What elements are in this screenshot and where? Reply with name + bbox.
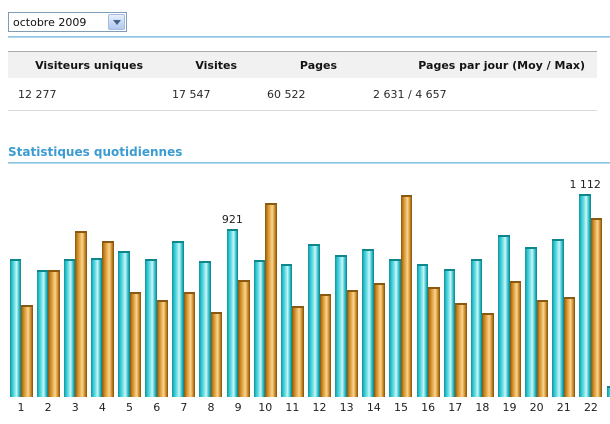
bar-cyan-day-1 bbox=[9, 258, 21, 397]
bar-orange-day-18 bbox=[482, 313, 494, 397]
x-tick-label-6: 6 bbox=[153, 401, 161, 414]
bar-orange-day-17 bbox=[455, 303, 467, 397]
x-tick-label-8: 8 bbox=[207, 401, 215, 414]
bar-cyan-day-17 bbox=[443, 268, 456, 397]
bar-cyan-day-19 bbox=[498, 234, 510, 397]
x-tick-label-14: 14 bbox=[366, 401, 381, 414]
bar-orange-day-15 bbox=[400, 194, 413, 397]
bar-value-label-day-9: 921 bbox=[221, 213, 243, 227]
bar-cyan-day-4 bbox=[90, 257, 103, 397]
chevron-down-icon[interactable] bbox=[108, 14, 125, 30]
bar-cyan-day-10 bbox=[253, 260, 266, 397]
bar-orange-day-4 bbox=[102, 241, 114, 397]
col-header-visiteurs-uniques: Visiteurs uniques bbox=[35, 58, 143, 72]
bar-cyan-day-22 bbox=[579, 194, 591, 397]
x-tick-label-7: 7 bbox=[180, 401, 188, 414]
section-divider bbox=[8, 162, 610, 164]
bar-orange-day-16 bbox=[428, 286, 440, 397]
month-select-value: octobre 2009 bbox=[13, 15, 87, 29]
value-visiteurs-uniques: 12 277 bbox=[18, 87, 57, 101]
x-tick-label-1: 1 bbox=[17, 401, 25, 414]
x-tick-label-20: 20 bbox=[529, 401, 544, 414]
bar-cyan-day-15 bbox=[389, 258, 401, 397]
section-title: Statistiques quotidiennes bbox=[8, 145, 183, 159]
summary-header-row: Visiteurs uniques Visites Pages Pages pa… bbox=[8, 51, 597, 78]
x-tick-label-10: 10 bbox=[258, 401, 273, 414]
bar-orange-day-3 bbox=[75, 231, 87, 397]
x-tick-label-11: 11 bbox=[285, 401, 300, 414]
bar-cyan-day-13 bbox=[335, 254, 347, 397]
x-tick-label-17: 17 bbox=[448, 401, 463, 414]
bar-orange-day-9 bbox=[238, 280, 250, 397]
bar-orange-day-19 bbox=[509, 281, 522, 397]
bar-cyan-day-12 bbox=[308, 244, 320, 397]
x-tick-label-5: 5 bbox=[126, 401, 134, 414]
bar-orange-day-20 bbox=[536, 299, 549, 397]
bar-cyan-day-6 bbox=[145, 259, 157, 397]
partial-bar-day-23 bbox=[606, 386, 610, 397]
bar-cyan-day-3 bbox=[63, 258, 76, 397]
bar-cyan-day-11 bbox=[280, 264, 293, 397]
bar-cyan-day-7 bbox=[172, 241, 184, 397]
top-divider bbox=[8, 36, 610, 38]
bar-cyan-day-14 bbox=[362, 248, 374, 397]
bar-orange-day-7 bbox=[183, 292, 196, 397]
month-select[interactable]: octobre 2009 bbox=[8, 12, 127, 32]
col-header-visites: Visites bbox=[195, 58, 237, 72]
x-tick-label-12: 12 bbox=[312, 401, 327, 414]
bar-cyan-day-2 bbox=[36, 269, 49, 397]
bar-orange-day-8 bbox=[210, 312, 223, 397]
x-tick-label-4: 4 bbox=[98, 401, 106, 414]
bar-orange-day-6 bbox=[156, 299, 169, 397]
x-tick-label-3: 3 bbox=[71, 401, 79, 414]
x-tick-label-9: 9 bbox=[234, 401, 242, 414]
bar-orange-day-5 bbox=[129, 292, 142, 397]
value-pages: 60 522 bbox=[267, 87, 306, 101]
value-visites: 17 547 bbox=[172, 87, 211, 101]
x-tick-label-16: 16 bbox=[421, 401, 436, 414]
bar-orange-day-21 bbox=[563, 296, 576, 397]
bar-cyan-day-5 bbox=[118, 251, 130, 397]
col-header-pages-par-jour: Pages par jour (Moy / Max) bbox=[418, 58, 585, 72]
x-tick-label-15: 15 bbox=[393, 401, 408, 414]
bar-orange-day-1 bbox=[21, 305, 33, 397]
bar-cyan-day-18 bbox=[470, 259, 483, 397]
bar-orange-day-10 bbox=[265, 203, 277, 397]
daily-stats-chart: 1 2 3 4 5 6 7 8 9 10 11 12 13 14 15 16 17 18 19 20 21 22 921 1 … bbox=[0, 164, 610, 416]
summary-value-row: 12 277 17 547 60 522 2 631 / 4 657 bbox=[8, 78, 597, 111]
bar-orange-day-12 bbox=[319, 294, 332, 397]
bar-cyan-day-21 bbox=[552, 239, 564, 397]
x-tick-label-19: 19 bbox=[502, 401, 517, 414]
x-tick-label-22: 22 bbox=[583, 401, 598, 414]
toolbar: octobre 2009 bbox=[0, 0, 610, 34]
col-header-pages: Pages bbox=[299, 58, 337, 72]
x-tick-label-21: 21 bbox=[556, 401, 571, 414]
bar-orange-day-22 bbox=[590, 217, 603, 397]
x-tick-label-18: 18 bbox=[475, 401, 490, 414]
bar-cyan-day-8 bbox=[199, 261, 211, 397]
bar-cyan-day-20 bbox=[525, 246, 537, 397]
x-tick-label-13: 13 bbox=[339, 401, 354, 414]
bar-value-label-day-22: 1 112 bbox=[569, 178, 601, 192]
bar-cyan-day-9 bbox=[226, 229, 239, 397]
summary-table: Visiteurs uniques Visites Pages Pages pa… bbox=[8, 51, 597, 111]
bar-orange-day-2 bbox=[48, 270, 60, 397]
bar-orange-day-14 bbox=[373, 283, 386, 397]
bar-cyan-day-16 bbox=[416, 264, 429, 397]
x-tick-label-2: 2 bbox=[44, 401, 52, 414]
bar-orange-day-13 bbox=[346, 289, 359, 397]
value-pages-par-jour: 2 631 / 4 657 bbox=[373, 87, 447, 101]
bar-orange-day-11 bbox=[292, 305, 304, 397]
